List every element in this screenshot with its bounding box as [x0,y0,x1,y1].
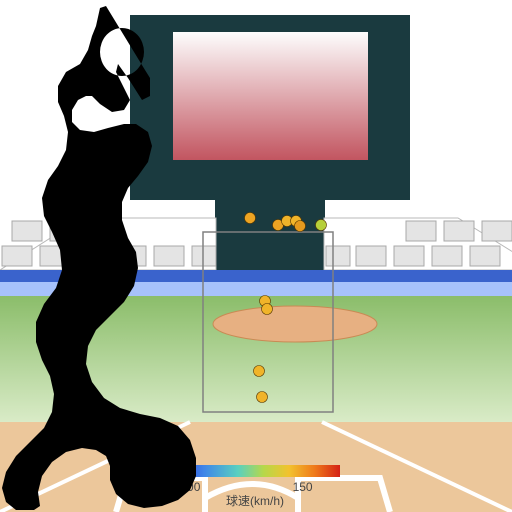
pitch-marker [262,304,273,315]
scoreboard-screen [173,32,368,160]
pitch-marker [245,213,256,224]
pitch-location-chart: 100150球速(km/h) [0,0,512,512]
legend-tick: 150 [293,480,313,494]
legend-title: 球速(km/h) [226,494,284,508]
pitchers-mound [213,306,377,342]
stand-window [470,246,500,266]
stand-window [326,246,350,266]
stand-window [432,246,462,266]
stand-window [406,221,436,241]
stand-window [444,221,474,241]
stand-window [12,221,42,241]
scoreboard-pillar [215,200,325,275]
pitch-marker [316,220,327,231]
stand-window [394,246,424,266]
stand-window [482,221,512,241]
pitch-marker [254,366,265,377]
stand-window [2,246,32,266]
stand-window [356,246,386,266]
pitch-marker [257,392,268,403]
stand-window [154,246,184,266]
pitch-marker [295,221,306,232]
stand-window [192,246,216,266]
